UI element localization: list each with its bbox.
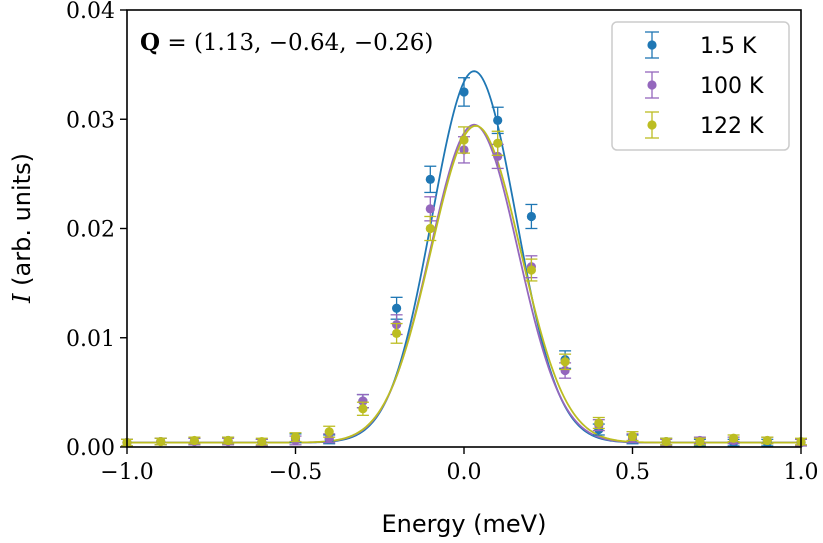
data-point-122-k: [424, 215, 437, 242]
fit-line-122-k: [127, 124, 801, 444]
marker: [358, 396, 368, 406]
x-axis-label: Energy (meV): [382, 510, 547, 538]
data-point-1.5-k: [525, 203, 538, 230]
legend-marker: [647, 40, 657, 50]
y-tick-label: 0.00: [66, 436, 115, 461]
marker: [425, 204, 435, 214]
marker: [526, 265, 537, 275]
marker: [661, 436, 671, 447]
data-point-122-k: [592, 416, 605, 430]
marker: [762, 435, 772, 446]
y-tick-label: 0.04: [66, 0, 115, 24]
legend: 1.5 K 100 K 122 K: [611, 21, 790, 151]
data-point-122-k: [626, 431, 639, 442]
data-point-1.5-k: [491, 106, 504, 135]
y-axis-units: (arb. units): [8, 153, 36, 293]
axis-ticks: −1.0 −0.5 0.0 0.5 1.0 0.00 0.01 0.02 0.03 0.04: [66, 0, 818, 485]
y-axis-label: I (arb. units): [8, 153, 36, 304]
legend-box: [611, 21, 790, 151]
marker: [695, 436, 705, 447]
marker: [392, 328, 402, 338]
legend-marker: [647, 80, 657, 90]
marker: [392, 303, 402, 313]
x-tick-label: −0.5: [269, 460, 322, 485]
x-tick-label: 1.0: [784, 460, 819, 485]
marker: [729, 433, 739, 443]
data-point-122-k: [356, 401, 369, 416]
data-point-122-k: [154, 436, 167, 447]
marker: [425, 174, 435, 184]
q-value: = (1.13, −0.64, −0.26): [160, 30, 433, 56]
y-axis-symbol: I: [8, 293, 36, 304]
legend-marker: [647, 120, 657, 130]
legend-entry-1.5-k: 1.5 K: [645, 31, 757, 59]
marker: [493, 138, 503, 148]
marker: [324, 433, 334, 443]
y-tick-label: 0.03: [66, 108, 115, 133]
q-annotation: Q = (1.13, −0.64, −0.26): [140, 29, 433, 56]
data-point-122-k: [289, 432, 302, 443]
marker: [358, 404, 368, 414]
fit-line-100-k: [127, 123, 801, 444]
marker: [627, 431, 638, 441]
data-point-122-k: [660, 436, 673, 447]
data-point-122-k: [761, 435, 774, 446]
marker: [425, 223, 435, 234]
marker: [560, 365, 570, 376]
y-tick-label: 0.02: [66, 218, 115, 243]
data-point-122-k: [693, 436, 706, 447]
x-tick-label: 0.0: [447, 460, 482, 485]
marker: [594, 418, 604, 428]
marker: [324, 427, 334, 437]
data-point-1.5-k: [458, 77, 470, 107]
data-point-122-k: [727, 433, 740, 443]
marker: [223, 435, 233, 446]
marker: [290, 432, 301, 442]
data-point-122-k: [255, 436, 268, 447]
marker: [526, 211, 537, 222]
data-point-122-k: [323, 425, 336, 438]
data-point-122-k: [491, 130, 504, 156]
data-point-122-k: [458, 126, 470, 154]
legend-entry-122-k: 122 K: [645, 111, 764, 139]
marker: [459, 135, 469, 145]
data-point-122-k: [222, 435, 235, 446]
data-point-122-k: [390, 322, 403, 344]
q-symbol: Q: [140, 29, 160, 56]
legend-label: 100 K: [700, 74, 764, 99]
data-point-122-k: [559, 353, 572, 371]
legend-label: 122 K: [700, 114, 764, 139]
marker: [459, 87, 469, 97]
x-tick-label: 0.5: [615, 460, 650, 485]
marker: [156, 436, 166, 447]
x-tick-label: −1.0: [100, 460, 153, 485]
data-point-122-k: [188, 435, 201, 446]
marker: [560, 357, 570, 367]
legend-entry-100-k: 100 K: [645, 71, 764, 99]
marker: [493, 151, 503, 161]
marker: [189, 435, 199, 446]
marker: [493, 115, 503, 125]
marker: [257, 436, 267, 447]
data-point-1.5-k: [424, 165, 437, 194]
legend-label: 1.5 K: [700, 34, 757, 59]
data-point-122-k: [525, 258, 538, 282]
y-tick-label: 0.01: [66, 327, 115, 352]
